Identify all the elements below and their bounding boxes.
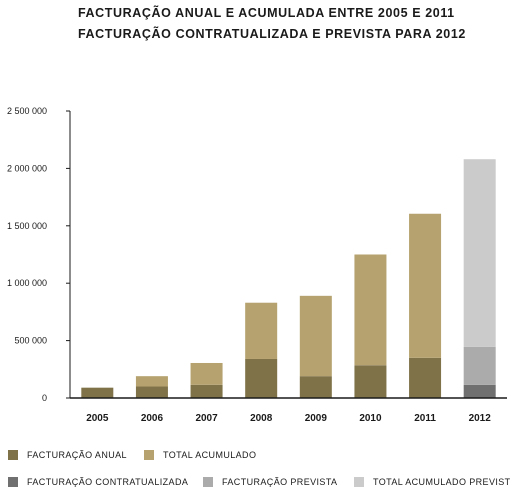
legend-item-facturacao-contratualizada: FACTURAÇÃO CONTRATUALIZADA <box>8 477 188 487</box>
legend-swatch <box>203 477 213 487</box>
x-tick-label: 2006 <box>141 413 164 424</box>
bar-segment <box>190 362 223 385</box>
x-tick-label: 2008 <box>250 413 273 424</box>
legend-swatch <box>144 450 154 460</box>
legend-label: TOTAL ACUMULADO PREVISTO <box>373 477 510 487</box>
legend-item-total-acumulado: TOTAL ACUMULADO <box>144 450 256 460</box>
legend-item-total-acumulado-previsto: TOTAL ACUMULADO PREVISTO <box>354 477 510 487</box>
bar-segment <box>81 387 114 398</box>
bar-segment <box>409 357 442 398</box>
x-tick-label: 2012 <box>469 413 492 424</box>
y-tick-label: 1 000 000 <box>7 278 47 288</box>
x-tick-label: 2009 <box>305 413 328 424</box>
y-tick-label: 500 000 <box>14 336 47 346</box>
x-tick-label: 2005 <box>86 413 109 424</box>
bar-segment <box>190 384 223 398</box>
bar-segment <box>409 213 442 358</box>
legend-swatch <box>8 450 18 460</box>
legend-label: FACTURAÇÃO PREVISTA <box>222 477 338 487</box>
legend-label: TOTAL ACUMULADO <box>163 450 257 460</box>
bar-segment <box>299 376 332 398</box>
y-tick-label: 0 <box>42 393 47 403</box>
bar-segment <box>463 159 496 347</box>
bar-segment <box>463 384 496 398</box>
bar-segment <box>354 254 387 366</box>
bar-segment <box>245 302 278 359</box>
y-tick-label: 2 000 000 <box>7 163 47 173</box>
y-tick-label: 1 500 000 <box>7 221 47 231</box>
chart-subtitle: FACTURAÇÃO CONTRATUALIZADA E PREVISTA PA… <box>78 27 466 41</box>
bar-segment <box>245 358 278 398</box>
bar-segment <box>299 295 332 377</box>
legend-item-facturacao-anual: FACTURAÇÃO ANUAL <box>8 450 127 460</box>
bar-segment <box>135 386 168 398</box>
bar-segment <box>354 365 387 398</box>
legend-swatch <box>354 477 364 487</box>
y-tick-label: 2 500 000 <box>7 106 47 116</box>
x-tick-label: 2007 <box>195 413 218 424</box>
legend-label: FACTURAÇÃO ANUAL <box>27 450 127 460</box>
legend-item-facturacao-prevista: FACTURAÇÃO PREVISTA <box>203 477 337 487</box>
chart-title: FACTURAÇÃO ANUAL E ACUMULADA ENTRE 2005 … <box>78 6 455 20</box>
bar-segment <box>463 346 496 385</box>
x-tick-label: 2011 <box>414 413 436 424</box>
x-tick-label: 2010 <box>359 413 382 424</box>
bar-segment <box>135 376 168 387</box>
legend-swatch <box>8 477 18 487</box>
legend-label: FACTURAÇÃO CONTRATUALIZADA <box>27 477 189 487</box>
